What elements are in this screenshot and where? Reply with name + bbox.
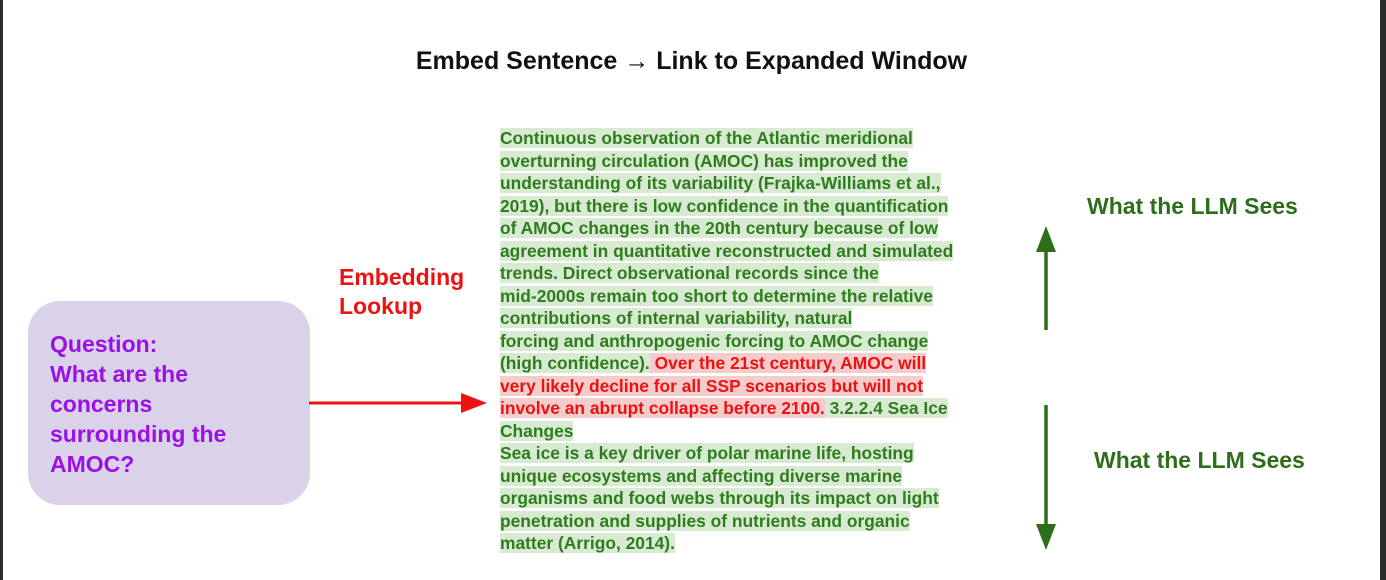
context-segment: (high confidence). xyxy=(500,353,650,373)
passage-line: Sea ice is a key driver of polar marine … xyxy=(500,442,1000,465)
what-llm-sees-label-top: What the LLM Sees xyxy=(1087,193,1298,219)
arrows-layer xyxy=(309,226,1056,550)
passage-line: Changes xyxy=(500,420,1000,443)
context-segment: Changes xyxy=(500,420,574,441)
passage-line: involve an abrupt collapse before 2100. … xyxy=(500,397,1000,420)
what-llm-sees-label-bottom: What the LLM Sees xyxy=(1094,447,1305,473)
context-segment: 2019), but there is low confidence in th… xyxy=(500,195,949,216)
diagram-title: Embed Sentence → Link to Expanded Window xyxy=(415,47,968,75)
passage-line: (high confidence). Over the 21st century… xyxy=(500,352,1000,375)
passage-line: trends. Direct observational records sin… xyxy=(500,262,1000,285)
context-segment: Sea ice is a key driver of polar marine … xyxy=(500,443,914,463)
passage-line: understanding of its variability (Frajka… xyxy=(500,172,1000,195)
passage-line: very likely decline for all SSP scenario… xyxy=(500,375,1000,398)
passage-line: penetration and supplies of nutrients an… xyxy=(500,510,1000,533)
matched-sentence-segment: involve an abrupt collapse before 2100. xyxy=(500,398,825,418)
passage-line: mid-2000s remain too short to determine … xyxy=(500,285,1000,308)
passage-line: organisms and food webs through its impa… xyxy=(500,487,1000,510)
context-segment: mid-2000s remain too short to determine … xyxy=(500,285,933,306)
context-up-arrow xyxy=(1036,226,1056,330)
matched-sentence-segment: Over the 21st century, AMOC will xyxy=(649,353,927,373)
passage-line: overturning circulation (AMOC) has impro… xyxy=(500,150,1000,173)
passage-line: matter (Arrigo, 2014). xyxy=(500,532,1000,555)
embedding-lookup-label: Embedding Lookup xyxy=(339,264,465,319)
passage-line: 2019), but there is low confidence in th… xyxy=(500,195,1000,218)
context-segment: of AMOC changes in the 20th century beca… xyxy=(500,218,939,238)
context-segment: overturning circulation (AMOC) has impro… xyxy=(500,150,908,171)
matched-sentence-segment: very likely decline for all SSP scenario… xyxy=(500,375,924,396)
context-segment: agreement in quantitative reconstructed … xyxy=(500,240,954,261)
diagram-canvas: Embed Sentence → Link to Expanded Window… xyxy=(3,0,1380,580)
context-segment: Continuous observation of the Atlantic m… xyxy=(500,128,913,148)
context-segment: matter (Arrigo, 2014). xyxy=(500,533,675,553)
question-box: Question: What are the concerns surrounding… xyxy=(28,301,310,505)
retrieved-passage: Continuous observation of the Atlantic m… xyxy=(500,127,1000,555)
passage-line: unique ecosystems and affecting diverse … xyxy=(500,465,1000,488)
passage-line: of AMOC changes in the 20th century beca… xyxy=(500,217,1000,240)
context-segment: penetration and supplies of nutrients an… xyxy=(500,510,910,531)
passage-line: agreement in quantitative reconstructed … xyxy=(500,240,1000,263)
embedding-lookup-arrow xyxy=(309,393,487,413)
context-segment: 3.2.2.4 Sea Ice xyxy=(824,398,948,418)
context-segment: trends. Direct observational records sin… xyxy=(500,263,879,283)
question-text: Question: What are the concerns surrounding… xyxy=(50,331,227,477)
passage-line: forcing and anthropogenic forcing to AMO… xyxy=(500,330,1000,353)
passage-line: Continuous observation of the Atlantic m… xyxy=(500,127,1000,150)
context-segment: understanding of its variability (Frajka… xyxy=(500,173,941,193)
context-segment: organisms and food webs through its impa… xyxy=(500,488,939,508)
context-down-arrow xyxy=(1036,405,1056,550)
passage-line: contributions of internal variability, n… xyxy=(500,307,1000,330)
context-segment: contributions of internal variability, n… xyxy=(500,308,853,328)
context-segment: unique ecosystems and affecting diverse … xyxy=(500,465,903,486)
context-segment: forcing and anthropogenic forcing to AMO… xyxy=(500,330,929,351)
